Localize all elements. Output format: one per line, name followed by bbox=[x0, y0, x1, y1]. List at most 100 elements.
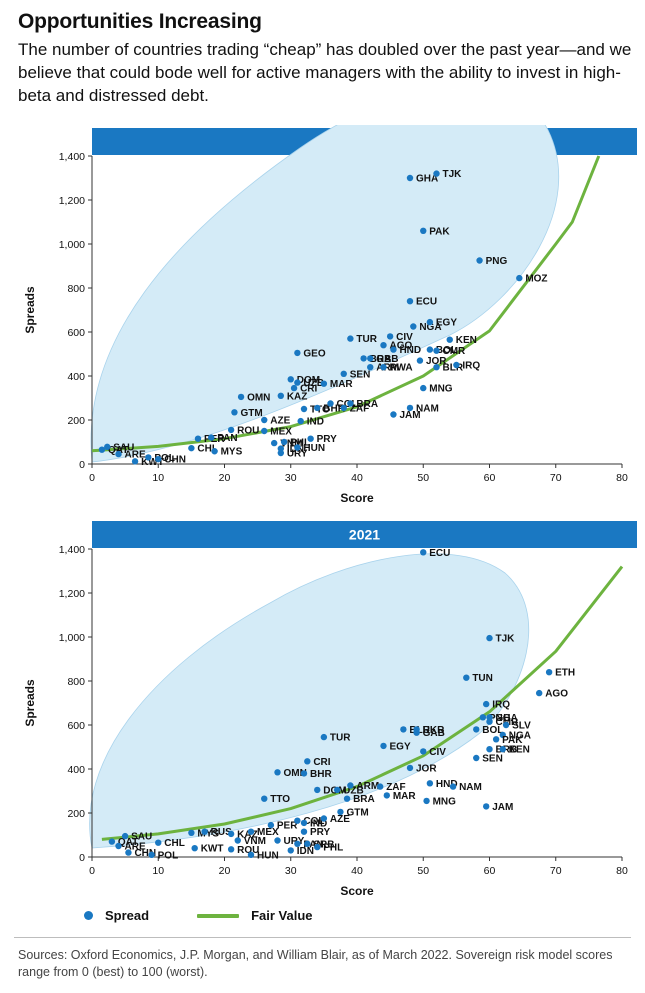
spread-point bbox=[492, 736, 500, 743]
y-tick-label: 1,200 bbox=[59, 195, 85, 207]
y-axis-label: Spreads bbox=[23, 679, 37, 727]
point-label: BRB bbox=[496, 745, 518, 756]
spread-point bbox=[420, 384, 427, 392]
point-label: NGA bbox=[509, 730, 531, 741]
y-tick-label: 600 bbox=[67, 720, 85, 732]
point-label: CHN bbox=[164, 455, 186, 466]
footer-divider bbox=[14, 937, 631, 938]
spread-point bbox=[535, 689, 543, 697]
spread-point bbox=[227, 846, 235, 853]
point-label: TUR bbox=[356, 334, 377, 345]
point-label: QAT bbox=[118, 837, 138, 848]
x-tick-label: 60 bbox=[484, 472, 496, 484]
x-axis-label: Score bbox=[340, 884, 374, 898]
point-label: COL bbox=[303, 816, 324, 827]
spread-point bbox=[423, 797, 430, 805]
fair-value-line bbox=[101, 565, 624, 841]
x-tick-label: 70 bbox=[550, 472, 562, 484]
spread-point bbox=[247, 851, 255, 858]
point-label: KAZ bbox=[237, 829, 258, 840]
point-label: ECU bbox=[416, 297, 437, 308]
spread-point bbox=[307, 435, 314, 442]
spread-point bbox=[274, 769, 281, 776]
spread-point bbox=[337, 808, 344, 816]
point-label: HUN bbox=[257, 850, 279, 861]
spread-point bbox=[426, 780, 434, 787]
spread-point bbox=[290, 384, 298, 392]
sources-note: Sources: Oxford Economics, J.P. Morgan, … bbox=[18, 948, 613, 979]
fair-value-line-icon bbox=[197, 913, 240, 918]
y-tick-label: 400 bbox=[67, 764, 85, 776]
y-tick-label: 800 bbox=[67, 283, 85, 295]
point-label: BRA bbox=[356, 399, 378, 410]
spread-point bbox=[274, 837, 281, 844]
spread-point bbox=[473, 726, 480, 733]
point-label: IRQ bbox=[462, 361, 480, 372]
point-label: COL bbox=[337, 399, 358, 410]
spread-point bbox=[486, 714, 493, 721]
chart-title: 2021 bbox=[349, 527, 380, 543]
point-label: ARE bbox=[125, 842, 146, 853]
point-label: ETH bbox=[555, 668, 575, 679]
spread-point bbox=[300, 770, 308, 777]
y-tick-label: 200 bbox=[67, 808, 85, 820]
spread-point bbox=[121, 832, 129, 840]
point-label: SLV bbox=[512, 721, 531, 732]
spread-point bbox=[247, 828, 255, 835]
spread-point bbox=[400, 726, 407, 733]
point-label: CIV bbox=[396, 332, 413, 343]
point-label: MAR bbox=[393, 791, 417, 802]
spread-point bbox=[300, 828, 308, 835]
spread-point bbox=[420, 227, 427, 234]
x-tick-label: 50 bbox=[417, 865, 429, 877]
y-tick-label: 1,000 bbox=[59, 632, 85, 644]
spread-point bbox=[320, 380, 328, 387]
x-axis-label: Score bbox=[340, 491, 374, 505]
legend-label-spread: Spread bbox=[105, 908, 150, 923]
y-tick-label: 600 bbox=[67, 327, 85, 339]
spread-point bbox=[410, 323, 417, 330]
point-label: KAZ bbox=[287, 391, 308, 402]
point-label: GEO bbox=[303, 348, 325, 359]
spread-point bbox=[376, 783, 384, 790]
point-label: AZE bbox=[270, 416, 290, 427]
x-tick-label: 60 bbox=[484, 865, 496, 877]
point-label: BRB bbox=[370, 354, 392, 365]
spread-point bbox=[516, 274, 523, 282]
spread-point bbox=[227, 830, 235, 838]
point-label: OMN bbox=[247, 392, 270, 403]
point-label: CRI bbox=[313, 757, 330, 768]
x-tick-label: 50 bbox=[417, 472, 429, 484]
spread-marker-icon bbox=[84, 911, 93, 920]
point-label: BOL bbox=[436, 345, 457, 356]
point-label: ARE bbox=[125, 450, 146, 461]
spread-point bbox=[188, 829, 195, 836]
point-label: GHA bbox=[496, 713, 518, 724]
spread-point bbox=[433, 364, 440, 371]
point-label: TUN bbox=[472, 673, 493, 684]
point-label: POL bbox=[158, 850, 179, 861]
spread-point bbox=[367, 355, 374, 362]
spread-point bbox=[380, 364, 387, 371]
point-label: JAM bbox=[399, 410, 420, 421]
point-label: AGO bbox=[390, 341, 413, 352]
cheap-region-ellipse bbox=[90, 125, 559, 463]
point-label: GTM bbox=[346, 807, 368, 818]
point-label: ZAF bbox=[386, 782, 405, 793]
spread-point bbox=[482, 803, 490, 810]
spread-point bbox=[340, 404, 347, 412]
point-label: IRQ bbox=[492, 700, 510, 711]
point-label: PER bbox=[277, 821, 298, 832]
point-label: PAN bbox=[217, 433, 237, 444]
spread-point bbox=[486, 634, 493, 642]
point-label: GHA bbox=[416, 174, 438, 185]
x-tick-label: 80 bbox=[616, 865, 628, 877]
spread-point bbox=[227, 426, 235, 434]
point-label: BHR bbox=[310, 769, 332, 780]
spread-point bbox=[347, 400, 354, 407]
point-label: MOZ bbox=[525, 274, 547, 285]
y-axis-label: Spreads bbox=[23, 286, 37, 334]
spread-point bbox=[294, 444, 301, 451]
x-tick-label: 40 bbox=[351, 472, 363, 484]
